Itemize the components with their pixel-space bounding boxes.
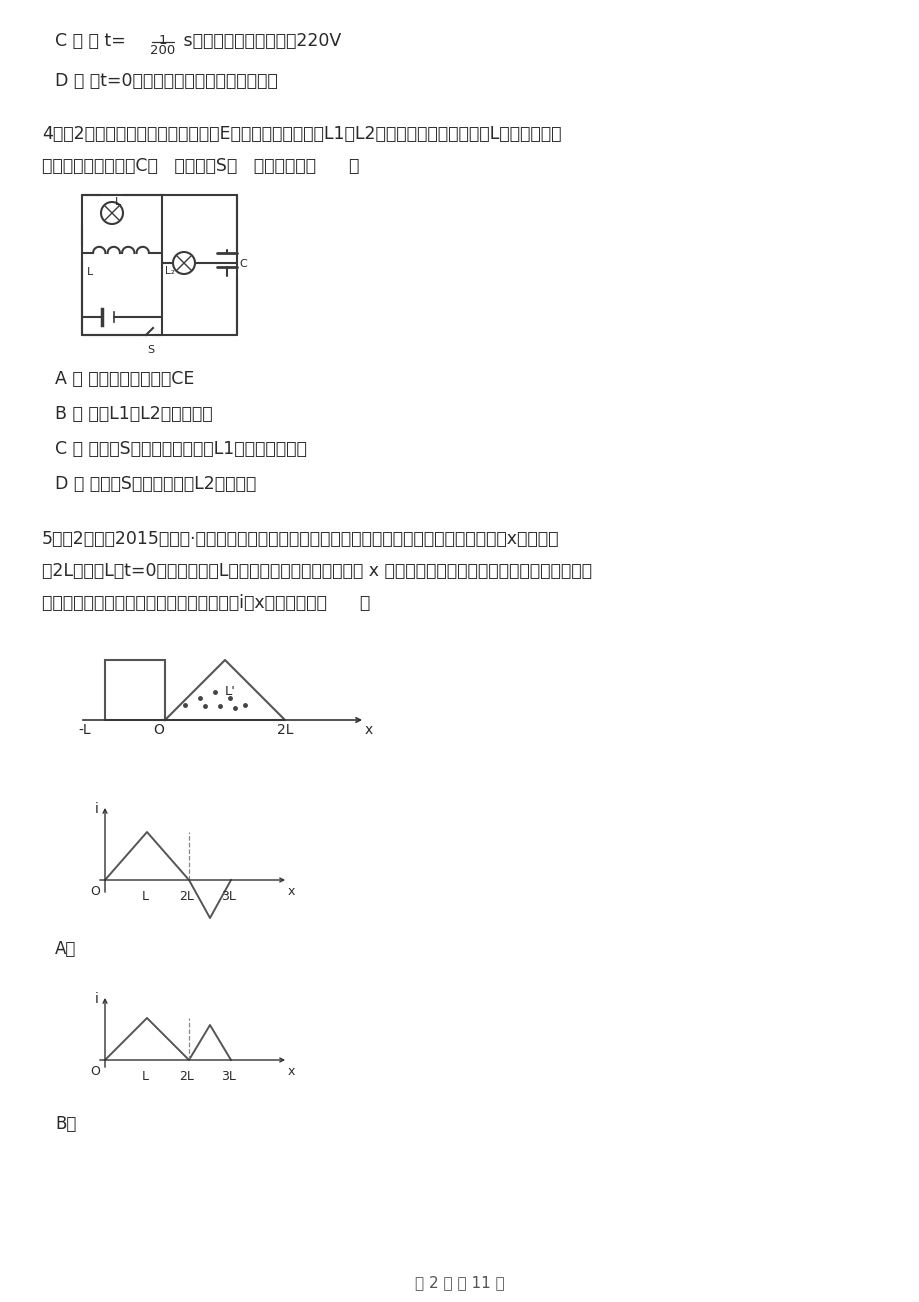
Text: 4．（2分）如图所示，电源电动势为E，其内阻不可忽略，L1、L2是完全相同的灯泡，线圈L的直流电阻不: 4．（2分）如图所示，电源电动势为E，其内阻不可忽略，L1、L2是完全相同的灯泡… [42, 125, 561, 143]
Text: B ． 灯泡L1、L2的亮度相同: B ． 灯泡L1、L2的亮度相同 [55, 405, 212, 423]
Text: x: x [288, 1065, 295, 1078]
Text: L': L' [224, 685, 235, 698]
Text: 2L: 2L [179, 1070, 194, 1083]
Text: 计，电容器的电容为C．   合上开关S，   电路稳定后（      ）: 计，电容器的电容为C． 合上开关S， 电路稳定后（ ） [42, 158, 359, 174]
Text: A．: A． [55, 940, 76, 958]
Text: s时，电动势的瞬时値为220V: s时，电动势的瞬时値为220V [177, 33, 341, 49]
Text: A ． 电容器的带电量为CE: A ． 电容器的带电量为CE [55, 370, 194, 388]
Text: C ． 在断开S的瞬间，通过灯泡L1的电流方向向右: C ． 在断开S的瞬间，通过灯泡L1的电流方向向右 [55, 440, 307, 458]
Text: -L: -L [79, 723, 91, 737]
Text: 5．（2分）（2015高二下·会宁期中）等腰三角形内有垂直于纸面向外的匀强磁场，它的底边在x轴上且长: 5．（2分）（2015高二下·会宁期中）等腰三角形内有垂直于纸面向外的匀强磁场，… [42, 530, 559, 548]
Text: O: O [90, 1065, 100, 1078]
Text: B．: B． [55, 1115, 76, 1133]
Text: L: L [142, 891, 148, 904]
Text: 2L: 2L [277, 723, 293, 737]
Text: C ． 当 t=: C ． 当 t= [55, 33, 126, 49]
Text: D ． 在断开S的瞬间，灯泡L2立即息灯: D ． 在断开S的瞬间，灯泡L2立即息灯 [55, 475, 256, 493]
Text: D ． 当t=0时，线圈平面恰好与中性面垂直: D ． 当t=0时，线圈平面恰好与中性面垂直 [55, 72, 278, 90]
Text: L: L [142, 1070, 148, 1083]
Text: 向，则能够正确表示导线框中电流－位移（i－x）关系的是（      ）: 向，则能够正确表示导线框中电流－位移（i－x）关系的是（ ） [42, 594, 369, 612]
Text: C: C [239, 259, 246, 270]
Text: 3L: 3L [221, 891, 236, 904]
Text: 200: 200 [150, 44, 176, 57]
Text: 2L: 2L [179, 891, 194, 904]
Text: 1: 1 [159, 34, 167, 47]
Text: L: L [115, 197, 121, 207]
Text: i: i [95, 802, 99, 816]
Text: 为2L，高为L，t=0时刻，边长为L的正方形导线框从图示位置沿 x 轴匀速穿过磁场，取顺时针方向为电流的正方: 为2L，高为L，t=0时刻，边长为L的正方形导线框从图示位置沿 x 轴匀速穿过磁… [42, 562, 591, 579]
Text: x: x [288, 885, 295, 898]
Text: L: L [87, 267, 93, 277]
Text: O: O [153, 723, 165, 737]
Text: i: i [95, 992, 99, 1006]
Text: x: x [365, 723, 373, 737]
Text: S: S [147, 345, 154, 355]
Text: 第 2 页 共 11 页: 第 2 页 共 11 页 [414, 1275, 505, 1290]
Text: O: O [90, 885, 100, 898]
Text: L₂: L₂ [165, 266, 175, 276]
Text: 3L: 3L [221, 1070, 236, 1083]
Bar [105, 660, 165, 720]
